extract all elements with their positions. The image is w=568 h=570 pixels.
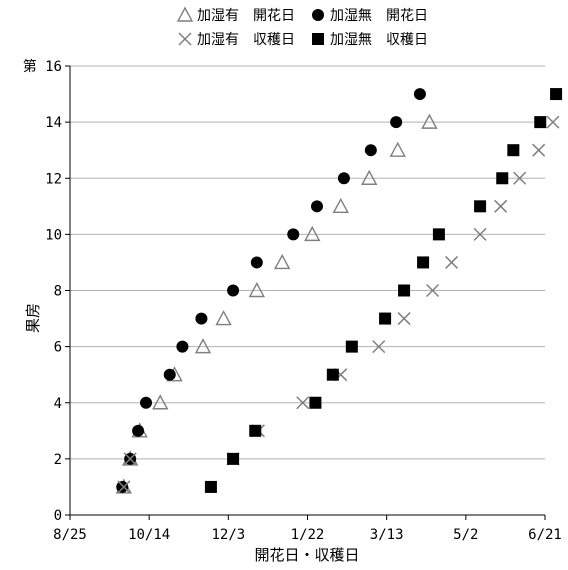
y-axis-label: 果房: [24, 303, 42, 333]
legend-label: 加湿無 収穫日: [330, 32, 428, 48]
x-tick-label: 5/2: [453, 527, 478, 543]
legend-item: 加湿有 開花日: [176, 6, 295, 24]
data-point: [421, 113, 438, 129]
y-tick-label: 10: [45, 227, 62, 243]
data-point: [426, 283, 440, 298]
axes: [65, 65, 546, 520]
x-tick-label: 8/25: [53, 527, 87, 543]
y-tick-label: 2: [54, 452, 62, 468]
y-tick-label: 8: [54, 284, 62, 300]
data-point: [311, 200, 323, 213]
y-tick-label: 4: [54, 396, 62, 412]
data-point: [227, 284, 240, 297]
data-point: [398, 284, 411, 297]
data-point: [249, 424, 262, 437]
data-point: [413, 88, 426, 101]
square-marker-icon: [312, 33, 324, 45]
data-point: [140, 396, 152, 409]
x-tick-labels: 8/25 10/14 12/3 1/22 3/13 5/2 6/21: [53, 527, 562, 543]
data-point: [532, 143, 546, 157]
legend-item: 加湿無 収穫日: [312, 32, 428, 48]
legend-item: 加湿有 収穫日: [178, 32, 295, 48]
legend-label: 加湿無 開花日: [330, 8, 428, 24]
y-tick-label: 0: [54, 508, 62, 524]
data-point: [273, 253, 291, 270]
x-tick-label: 10/14: [128, 527, 170, 543]
data-point: [379, 312, 392, 325]
data-point: [345, 340, 358, 353]
data-point: [194, 338, 212, 354]
data-point: [287, 228, 300, 241]
data-point: [195, 312, 208, 325]
data-point: [445, 255, 459, 269]
circle-marker-icon: [312, 9, 324, 21]
data-point: [123, 452, 137, 466]
y-tick-label: 第 16: [23, 58, 62, 75]
x-tick-label: 1/22: [291, 527, 325, 543]
data-point: [546, 115, 560, 129]
legend-item: 加湿無 開花日: [312, 8, 428, 24]
data-point: [309, 396, 322, 409]
legend-label: 加湿有 収穫日: [197, 32, 295, 48]
triangle-open-marker-icon: [176, 6, 194, 22]
data-point: [507, 144, 520, 157]
data-point: [432, 228, 445, 241]
data-point: [390, 116, 403, 129]
x-marker-icon: [178, 32, 192, 46]
data-point: [513, 171, 527, 185]
data-point: [364, 144, 377, 157]
x-tick-label: 3/13: [370, 527, 404, 543]
data-point: [204, 480, 217, 493]
data-point: [496, 172, 509, 185]
data-point: [550, 88, 563, 101]
series-1: [115, 113, 438, 494]
data-point: [176, 340, 189, 353]
data-point: [304, 225, 321, 242]
y-tick-label: 12: [45, 171, 62, 187]
data-point: [534, 116, 547, 129]
data-point: [474, 200, 487, 213]
y-tick-labels: 0 2 4 6 8 10 12 14 第 16: [23, 58, 62, 524]
data-point: [326, 368, 339, 381]
series-3: [117, 115, 560, 494]
data-point: [397, 312, 411, 326]
y-tick-label: 14: [45, 115, 62, 131]
data-point: [250, 256, 263, 269]
data-point: [215, 310, 232, 326]
data-point: [361, 169, 378, 185]
data-point: [117, 480, 131, 494]
x-tick-label: 6/21: [528, 527, 562, 543]
data-point: [152, 394, 169, 410]
series-2: [116, 88, 426, 493]
data-point: [116, 480, 129, 493]
data-point: [389, 141, 406, 157]
y-tick-label: 6: [54, 340, 62, 356]
data-point: [417, 256, 430, 269]
data-point: [332, 197, 349, 214]
series-4: [204, 88, 563, 493]
data-point: [494, 199, 508, 213]
data-point: [473, 227, 487, 241]
data-point: [132, 424, 145, 437]
data-points: [115, 88, 563, 494]
x-axis-label: 開花日・収穫日: [254, 546, 359, 564]
data-point: [227, 452, 240, 465]
data-point: [163, 368, 176, 381]
legend-label: 加湿有 開花日: [197, 8, 295, 24]
data-point: [296, 396, 310, 410]
data-point: [248, 282, 266, 298]
x-tick-label: 12/3: [211, 527, 245, 543]
data-point: [372, 340, 386, 354]
data-point: [337, 172, 350, 185]
